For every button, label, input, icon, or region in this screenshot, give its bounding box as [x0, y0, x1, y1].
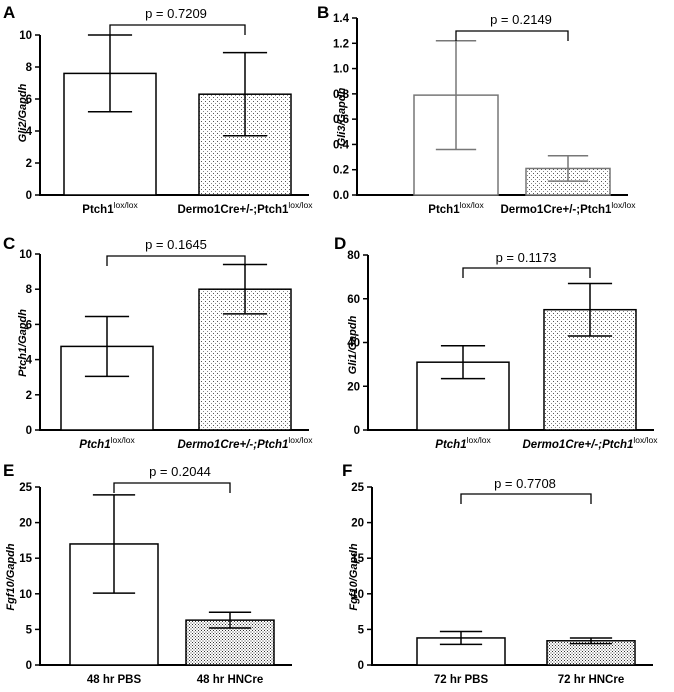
y-tick-label: 25: [19, 482, 32, 494]
y-tick-label: 20: [19, 518, 32, 530]
significance-label: p = 0.1173: [496, 250, 557, 265]
chart-marks: 0 2 4 6 8 10 Ptch1lox/lox Dermo1Cre+/-;Ptch1lox…: [19, 13, 658, 686]
significance-label: p = 0.2044: [149, 464, 211, 479]
panel-a-marks: 0 2 4 6 8 10 Ptch1lox/lox Dermo1Cre+/-;Ptch1lox…: [19, 24, 314, 216]
y-tick-label: 2: [26, 158, 32, 170]
y-tick-label: 1.2: [333, 38, 349, 50]
panel-b-marks: 0.0 0.2 0.4 0.6 0.8 1.0 1.2 1.4 Ptch1lox/lox Derm…: [333, 13, 636, 216]
significance-bracket: [113, 482, 231, 493]
panel-letter: D: [334, 234, 346, 253]
significance-bracket: [109, 24, 246, 35]
y-tick-label: 0.8: [333, 89, 350, 101]
y-tick-label: 20: [347, 381, 360, 393]
y-tick-label: 5: [26, 624, 33, 636]
y-tick-label: 2: [26, 390, 32, 402]
y-tick-label: 80: [347, 250, 360, 262]
panel-letter: B: [317, 3, 329, 22]
panel-letter: C: [3, 234, 15, 253]
y-tick-label: 40: [347, 338, 360, 350]
y-tick-label: 8: [26, 62, 33, 74]
x-tick-label: Dermo1Cre+/-;Ptch1lox/lox: [523, 435, 659, 451]
panel-a: A Gli2/Gapdh p = 0.7209: [3, 3, 207, 142]
panel-letter: E: [3, 461, 14, 480]
significance-bracket: [462, 267, 591, 278]
panel-d-marks: 0 20 40 60 80 Ptch1lox/lox Dermo1Cre+/-;Ptch1l…: [347, 250, 658, 451]
panel-c-marks: 0 2 4 6 8 10 Ptch1lox/lox Dermo1Cre+/-;Ptch1lox…: [19, 249, 313, 451]
y-tick-label: 0.4: [333, 139, 350, 151]
y-tick-label: 0: [26, 660, 32, 672]
y-axis-label: Ptch1/Gapdh: [17, 309, 29, 377]
y-axis-label: Fgf10/Gapdh: [5, 543, 17, 611]
x-tick-label: Dermo1Cre+/-;Ptch1lox/lox: [501, 200, 637, 216]
y-tick-label: 0.2: [333, 165, 349, 177]
significance-label: p = 0.7708: [494, 476, 556, 491]
significance-label: p = 0.2149: [490, 12, 552, 27]
x-tick-label: 48 hr PBS: [87, 674, 142, 686]
significance-bracket: [106, 255, 246, 266]
y-tick-label: 1.4: [333, 13, 350, 25]
y-tick-label: 15: [351, 553, 364, 565]
x-tick-label: 48 hr HNCre: [197, 674, 263, 686]
significance-label: p = 0.7209: [145, 6, 207, 21]
panel-letter: A: [3, 3, 15, 22]
y-tick-label: 0: [358, 660, 364, 672]
panel-f-marks: 0 5 10 15 20 25 72 hr PBS 72 hr HNCre: [351, 482, 653, 686]
significance-bracket: [460, 493, 592, 504]
y-tick-label: 10: [19, 30, 32, 42]
y-tick-label: 1.0: [333, 64, 349, 76]
y-axis-label: Gli1/Gapdh: [347, 315, 359, 374]
panel-c: C Ptch1/Gapdh p = 0.1645: [3, 234, 207, 377]
y-tick-label: 10: [19, 249, 32, 261]
y-tick-label: 15: [19, 553, 32, 565]
y-tick-label: 25: [351, 482, 364, 494]
panel-e: E Fgf10/Gapdh p = 0.2044: [3, 461, 211, 611]
x-tick-label: Ptch1lox/lox: [79, 435, 135, 451]
x-tick-label: Ptch1lox/lox: [82, 200, 138, 216]
y-tick-label: 0: [26, 190, 32, 202]
y-axis-label: Gli3/Gapdh: [336, 87, 348, 146]
panel-d: D Gli1/Gapdh p = 0.1173: [334, 234, 556, 374]
y-axis-label: Fgf10/Gapdh: [348, 543, 360, 611]
y-tick-label: 4: [26, 355, 33, 367]
y-tick-label: 0: [354, 425, 360, 437]
y-tick-label: 5: [358, 624, 365, 636]
y-tick-label: 0: [26, 425, 32, 437]
y-tick-label: 6: [26, 94, 32, 106]
y-tick-label: 10: [19, 589, 32, 601]
y-axis-label: Gli2/Gapdh: [17, 83, 29, 142]
x-tick-label: Ptch1lox/lox: [435, 435, 491, 451]
y-tick-label: 0.6: [333, 114, 349, 126]
bar: [546, 640, 636, 666]
x-tick-label: 72 hr PBS: [434, 674, 489, 686]
panel-f: F Fgf10/Gapdh p = 0.7708: [342, 461, 556, 611]
y-tick-label: 8: [26, 284, 33, 296]
x-tick-label: Ptch1lox/lox: [428, 200, 484, 216]
significance-label: p = 0.1645: [145, 237, 207, 252]
panel-e-marks: 0 5 10 15 20 25 48 hr PBS 48 hr HNCre: [19, 482, 292, 686]
y-tick-label: 6: [26, 319, 32, 331]
y-tick-label: 20: [351, 518, 364, 530]
y-tick-label: 60: [347, 294, 360, 306]
y-tick-label: 10: [351, 589, 364, 601]
y-tick-label: 0.0: [333, 190, 349, 202]
y-tick-label: 4: [26, 126, 33, 138]
significance-bracket: [455, 30, 569, 41]
x-tick-label: Dermo1Cre+/-;Ptch1lox/lox: [178, 435, 314, 451]
panel-b: B Gli3/Gapdh p = 0.2149: [317, 3, 552, 146]
panel-letter: F: [342, 461, 352, 480]
x-tick-label: 72 hr HNCre: [558, 674, 624, 686]
x-tick-label: Dermo1Cre+/-;Ptch1lox/lox: [178, 200, 314, 216]
